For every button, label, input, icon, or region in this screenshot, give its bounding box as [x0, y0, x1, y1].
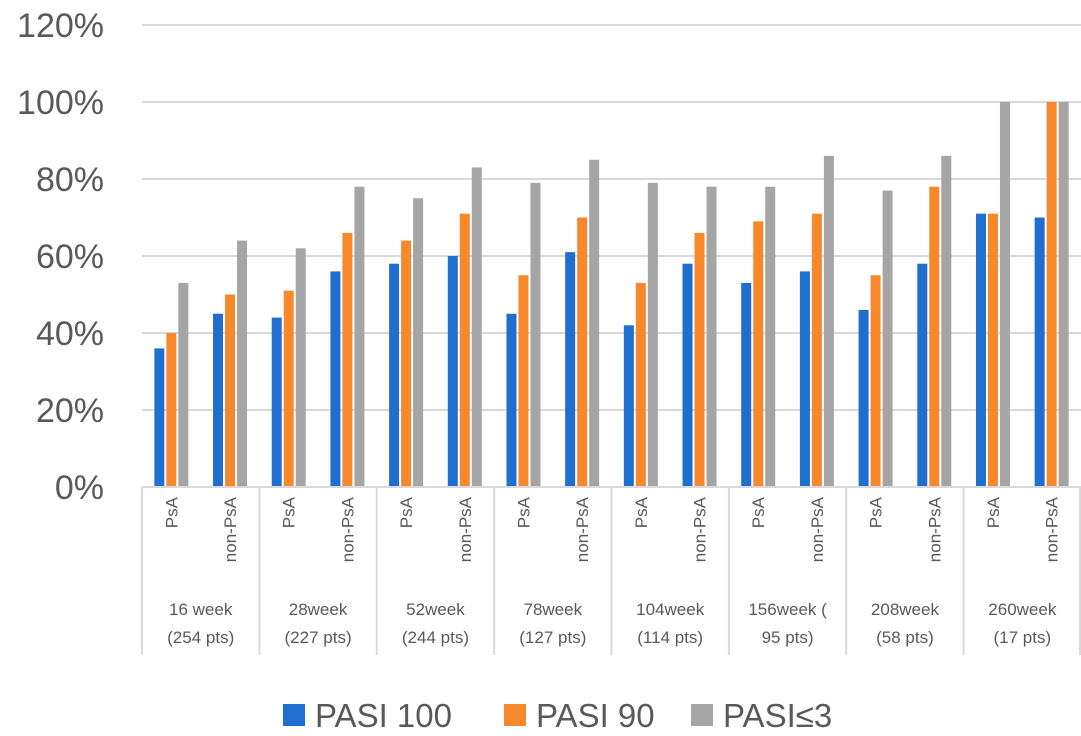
x-group-label-line1: 208week — [871, 600, 940, 619]
bar — [987, 213, 998, 487]
bar — [999, 102, 1010, 487]
bar — [635, 282, 646, 487]
bar — [577, 217, 588, 487]
bar — [225, 294, 236, 487]
x-group-label-line1: 16 week — [169, 600, 233, 619]
x-subcategory-label: non-PsA — [1043, 496, 1062, 562]
bar — [811, 213, 822, 487]
x-group-label-line1: 28week — [289, 600, 348, 619]
bar — [917, 263, 928, 487]
y-tick-label: 20% — [36, 392, 104, 430]
x-subcategory-label: PsA — [632, 496, 651, 528]
bar — [271, 317, 282, 487]
bar — [237, 240, 248, 487]
x-subcategory-label: non-PsA — [573, 496, 592, 562]
legend: PASI 100 PASI 90 PASI≤3 — [283, 697, 832, 734]
bar — [354, 186, 365, 487]
x-subcategory-label: non-PsA — [925, 496, 944, 562]
bar — [389, 263, 400, 487]
bar — [447, 256, 458, 487]
bar — [929, 186, 940, 487]
x-group-label-line2: (227 pts) — [285, 628, 352, 647]
bars — [154, 102, 1069, 488]
legend-label: PASI 90 — [536, 697, 655, 734]
x-subcategory-label: non-PsA — [456, 496, 475, 562]
bar — [741, 282, 752, 487]
legend-swatch — [691, 704, 713, 726]
x-subcategory-label: PsA — [162, 496, 181, 528]
y-axis-tick-labels: 0% 20% 40% 60% 80% 100% 120% — [17, 7, 104, 507]
x-subcategory-label: PsA — [984, 496, 1003, 528]
x-subcategory-label: PsA — [867, 496, 886, 528]
x-subcategory-label: PsA — [749, 496, 768, 528]
x-axis: PsA non-PsA PsA non-PsA PsA non-PsA PsA non-PsA… — [141, 486, 1081, 655]
bar — [283, 290, 294, 487]
bar — [975, 213, 986, 487]
bar — [623, 325, 634, 487]
x-group-label-line2: 95 pts) — [762, 628, 814, 647]
x-subcategory-label: non-PsA — [338, 496, 357, 562]
x-group-label-line2: (58 pts) — [876, 628, 934, 647]
y-tick-label: 100% — [17, 84, 104, 122]
bar — [413, 198, 424, 487]
x-subcategory-label: non-PsA — [808, 496, 827, 562]
x-group-label-line1: 104week — [636, 600, 705, 619]
y-tick-label: 60% — [36, 238, 104, 276]
bar — [799, 271, 810, 487]
x-subcategory-label: non-PsA — [691, 496, 710, 562]
x-group-label-line1: 156week ( — [748, 600, 827, 619]
bar — [882, 190, 893, 488]
bar — [565, 252, 576, 487]
bar — [401, 240, 412, 487]
x-group-label-line2: (114 pts) — [637, 628, 703, 647]
gridlines — [142, 24, 1081, 411]
bar — [518, 275, 529, 487]
bar — [941, 155, 952, 487]
bar — [459, 213, 470, 487]
bar — [823, 155, 834, 487]
bar — [870, 275, 881, 487]
x-group-label-line2: (17 pts) — [993, 628, 1051, 647]
bar — [694, 232, 705, 487]
x-group-label-line2: (254 pts) — [167, 628, 234, 647]
bar — [506, 313, 517, 487]
legend-swatch — [504, 704, 526, 726]
x-group-label-line1: 52week — [406, 600, 465, 619]
y-tick-label: 40% — [36, 315, 104, 353]
bar — [342, 232, 353, 487]
bar — [530, 182, 541, 487]
bar — [330, 271, 341, 487]
x-subcategory-label: PsA — [280, 496, 299, 528]
legend-label: PASI 100 — [315, 697, 452, 734]
y-tick-label: 0% — [55, 469, 104, 507]
bar — [178, 282, 189, 487]
x-group-label-line1: 78week — [524, 600, 583, 619]
bar — [682, 263, 693, 487]
x-subcategory-label: non-PsA — [221, 496, 240, 562]
y-tick-label: 80% — [36, 161, 104, 199]
bar — [1046, 102, 1057, 487]
x-group-label-line2: (127 pts) — [519, 628, 586, 647]
legend-swatch — [283, 704, 305, 726]
legend-label: PASI≤3 — [723, 697, 832, 734]
bar — [213, 313, 224, 487]
bar — [647, 182, 658, 487]
y-tick-label: 120% — [17, 7, 104, 45]
bar — [1058, 102, 1069, 487]
bar — [706, 186, 717, 487]
bar — [154, 348, 165, 487]
bar — [1034, 217, 1045, 487]
bar — [765, 186, 776, 487]
x-group-label-line2: (244 pts) — [402, 628, 469, 647]
bar — [295, 248, 306, 487]
bar — [753, 221, 764, 487]
bar — [166, 333, 177, 487]
x-subcategory-label: PsA — [397, 496, 416, 528]
x-subcategory-label: PsA — [514, 496, 533, 528]
bar — [471, 167, 482, 487]
x-group-label-line1: 260week — [988, 600, 1057, 619]
bar — [589, 159, 600, 487]
bar — [858, 309, 869, 487]
